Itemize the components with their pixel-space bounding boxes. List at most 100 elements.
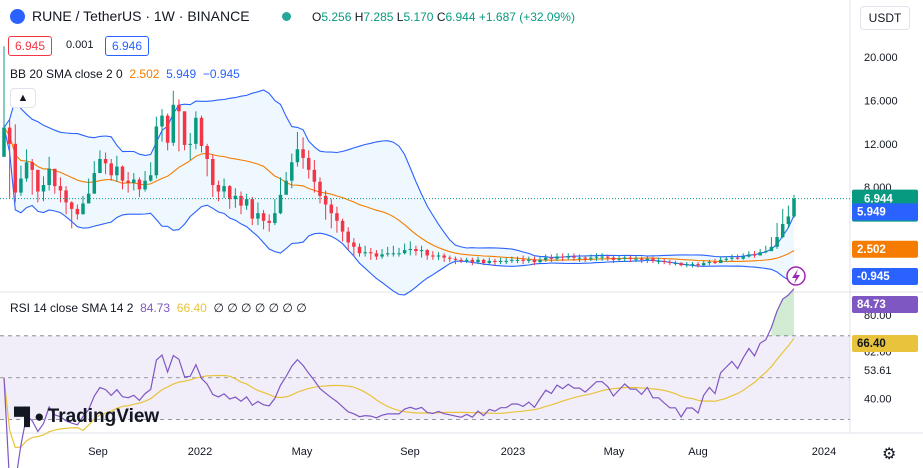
candle-body xyxy=(64,190,68,203)
candle-body xyxy=(696,264,700,266)
collapse-legend-button[interactable]: ▲ xyxy=(10,88,36,108)
candle-body xyxy=(532,259,537,262)
candle-body xyxy=(741,256,745,259)
candle-body xyxy=(171,104,176,143)
change-value: +1.687 (+32.09%) xyxy=(478,10,575,24)
candle-body xyxy=(205,145,209,159)
candle-body xyxy=(464,259,469,261)
bollinger-label: BB 20 SMA close 2 0 xyxy=(10,67,123,81)
candle-body xyxy=(414,248,418,252)
candle-body xyxy=(250,199,255,219)
rsi-sma-value: 66.40 xyxy=(176,301,207,315)
candle-body xyxy=(572,256,576,258)
candle-body xyxy=(402,250,407,254)
candle-body xyxy=(329,204,334,214)
bb-upper-tag-bg xyxy=(852,203,918,221)
candle-body xyxy=(261,213,266,221)
candle-body xyxy=(30,162,34,170)
candle-body xyxy=(284,180,288,195)
price-tick-label: 20.000 xyxy=(864,52,898,64)
gear-icon[interactable]: ⚙ xyxy=(882,446,897,463)
candle-body xyxy=(679,263,683,266)
bb-lower-tag-bg xyxy=(852,268,918,285)
candle-body xyxy=(707,261,712,264)
candle-body xyxy=(775,237,779,247)
candle-body xyxy=(115,166,119,176)
candle-body xyxy=(244,199,249,206)
candle-body xyxy=(764,251,768,253)
candle-body xyxy=(436,255,441,257)
candle-body xyxy=(352,242,356,247)
candle-body xyxy=(786,216,791,225)
candle-body xyxy=(126,180,130,183)
candle-body xyxy=(639,258,644,260)
rsi-label: RSI 14 close SMA 14 2 xyxy=(10,301,134,315)
time-tick-label: 2022 xyxy=(188,446,212,458)
candle-body xyxy=(419,250,424,252)
buy-price-button[interactable]: 6.946 xyxy=(105,36,150,56)
candle-body xyxy=(132,179,136,183)
tv-brand-icon: ▀▌● xyxy=(14,407,44,426)
candle-body xyxy=(481,259,486,264)
time-tick-label: May xyxy=(292,446,313,458)
brand-name: TradingView xyxy=(47,406,160,427)
candle-body xyxy=(527,259,531,261)
last-price-tag: 6.944 xyxy=(864,194,893,206)
ohlc-legend: O5.256 H7.285 L5.170 C6.944 +1.687 (+32.… xyxy=(312,10,575,24)
candle-body xyxy=(109,163,113,176)
candle-body xyxy=(515,259,520,261)
candle-body xyxy=(103,159,108,164)
tradingview-logo: ▀▌● TradingView xyxy=(14,406,159,428)
candle-body xyxy=(47,168,51,186)
candle-body xyxy=(747,254,751,257)
candle-body xyxy=(543,257,548,260)
candle-body xyxy=(374,253,379,257)
sell-price-button[interactable]: 6.945 xyxy=(8,36,53,56)
candle-body xyxy=(7,127,12,144)
candle-body xyxy=(769,246,774,252)
rsi-legend[interactable]: RSI 14 close SMA 14 2 84.73 66.40 ∅ ∅ ∅ … xyxy=(10,301,307,315)
bollinger-legend[interactable]: BB 20 SMA close 2 0 2.502 5.949 −0.945 xyxy=(10,67,240,81)
candle-body xyxy=(346,231,350,243)
time-tick-label: Sep xyxy=(400,446,420,458)
candle-body xyxy=(92,173,97,194)
candle-body xyxy=(13,143,18,193)
candle-body xyxy=(566,256,571,258)
candle-body xyxy=(718,259,723,264)
candle-body xyxy=(36,169,40,192)
candle-body xyxy=(577,257,582,259)
rsi-line xyxy=(3,288,795,468)
candle-body xyxy=(239,195,243,206)
rsi-sma-line xyxy=(3,337,795,449)
candle-body xyxy=(504,260,508,262)
candle-body xyxy=(730,257,734,259)
candle-body xyxy=(81,203,85,215)
candle-body xyxy=(690,264,695,266)
bollinger-basis-value: 2.502 xyxy=(129,67,160,81)
time-tick-label: May xyxy=(604,446,625,458)
rsi-sma-tag-bg xyxy=(852,335,918,352)
candle-body xyxy=(380,254,384,257)
candle-body xyxy=(267,220,271,223)
candle-body xyxy=(177,104,181,112)
rsi-value-tag-bg xyxy=(852,296,918,313)
lightning-icon xyxy=(792,269,800,284)
bollinger-lower-value: −0.945 xyxy=(202,67,240,81)
candle-body xyxy=(752,254,757,256)
chevron-up-icon: ▲ xyxy=(17,92,29,104)
currency-selector[interactable]: USDT xyxy=(860,6,910,30)
open-value: 5.256 xyxy=(321,10,352,24)
candle-body xyxy=(194,117,198,144)
bollinger-lower-line xyxy=(3,127,795,296)
candle-body xyxy=(295,149,300,163)
candle-body xyxy=(227,186,232,200)
candle-body xyxy=(453,258,458,260)
candle-body xyxy=(448,257,452,259)
candle-body xyxy=(713,261,717,264)
candle-body xyxy=(668,261,672,264)
candle-body xyxy=(470,259,475,262)
candle-body xyxy=(476,259,480,262)
high-label: H xyxy=(354,10,364,24)
candle-body xyxy=(583,257,587,259)
